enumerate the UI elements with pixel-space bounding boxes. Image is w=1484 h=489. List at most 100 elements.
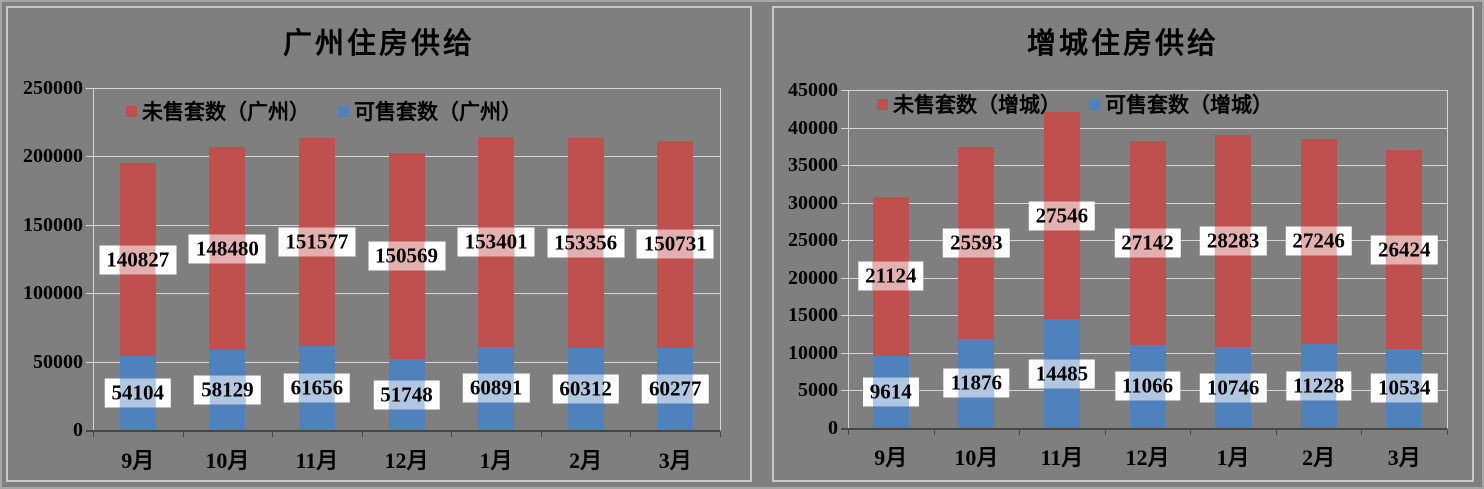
- y-axis-tick-label: 40000: [788, 117, 838, 139]
- legend-item-available[interactable]: 可售套数（增城）: [1089, 89, 1273, 119]
- legend-item-label: 可售套数（增城）: [1105, 93, 1273, 117]
- x-axis-tick: [182, 432, 184, 437]
- data-label-value: 150731: [643, 231, 707, 256]
- legend-item-available[interactable]: 可售套数（广州）: [338, 96, 522, 126]
- legend-item-label: 可售套数（广州）: [354, 100, 522, 124]
- y-axis-tick-label: 5000: [798, 379, 838, 401]
- x-axis-tick: [540, 432, 542, 437]
- gridline: [841, 128, 1447, 129]
- data-label-available: 60312: [552, 374, 619, 404]
- data-label-value: 140827: [106, 247, 170, 272]
- data-label-available: 54104: [104, 378, 172, 408]
- data-label-value: 58129: [201, 377, 254, 402]
- legend: 未售套数（增城） 可售套数（增城）: [877, 89, 1273, 119]
- data-label-tint: [1215, 373, 1252, 403]
- y-axis-tick-label: 20000: [788, 267, 838, 289]
- x-axis-category-label: 1月: [1216, 445, 1250, 470]
- y-axis-tick-label: 150000: [23, 214, 83, 236]
- data-label-value: 60312: [559, 376, 612, 401]
- data-label-value: 10746: [1206, 375, 1260, 400]
- x-axis-category-label: 11月: [1040, 445, 1084, 470]
- y-axis-tick-label: 25000: [788, 229, 838, 251]
- data-label-tint: [1386, 235, 1423, 265]
- plot-area: 0 50000 100000 150000 200000 250000 54104 14082…: [23, 77, 721, 473]
- data-label-available: 11066: [1114, 371, 1181, 401]
- data-label-value: 9614: [869, 379, 912, 404]
- data-label-value: 51748: [380, 382, 433, 407]
- legend-item-label: 未售套数（增城）: [893, 93, 1061, 117]
- legend-swatch-unsold-icon: [877, 98, 888, 110]
- data-label-value: 27142: [1121, 230, 1174, 255]
- x-axis-tick: [1019, 430, 1021, 435]
- y-axis-tick-label: 100000: [23, 282, 83, 304]
- x-axis-category-label: 11月: [295, 448, 339, 473]
- x-axis-tick: [1361, 430, 1363, 435]
- data-label-tint: [958, 228, 995, 258]
- data-label-value: 61656: [290, 375, 344, 400]
- data-label-value: 153356: [554, 230, 618, 255]
- data-label-tint: [872, 261, 909, 291]
- data-label-value: 26424: [1377, 237, 1431, 262]
- data-label-value: 11066: [1121, 373, 1174, 398]
- data-label-unsold: 153356: [547, 228, 625, 258]
- x-axis-category-label: 12月: [384, 448, 429, 473]
- x-axis-tick: [272, 432, 274, 437]
- data-label-unsold: 26424: [1370, 235, 1438, 265]
- data-label-tint: [388, 380, 425, 410]
- data-label-tint: [1129, 228, 1166, 258]
- x-axis-category-label: 12月: [1125, 445, 1170, 470]
- data-label-tint: [478, 373, 515, 403]
- data-label-available: 11876: [943, 368, 1010, 398]
- data-label-value: 28283: [1206, 228, 1260, 253]
- data-label-available: 10534: [1370, 373, 1438, 403]
- data-label-tint: [1300, 371, 1337, 401]
- data-label-value: 11228: [1292, 373, 1345, 398]
- data-label-tint: [388, 241, 425, 271]
- x-axis-category-label: 2月: [1302, 445, 1336, 470]
- data-label-unsold: 25593: [943, 228, 1010, 258]
- y-axis-tick-label: 35000: [788, 154, 838, 176]
- data-label-tint: [1300, 226, 1337, 256]
- data-label-value: 11876: [950, 370, 1003, 395]
- y-axis-tick-label: 10000: [788, 342, 838, 364]
- legend-item-unsold[interactable]: 未售套数（广州）: [126, 96, 310, 126]
- data-label-value: 150569: [375, 243, 438, 268]
- x-axis-tick: [1190, 430, 1192, 435]
- data-label-available: 60277: [641, 374, 709, 404]
- data-label-available: 14485: [1028, 359, 1096, 389]
- x-axis-line: [841, 428, 1447, 430]
- x-axis-line: [86, 430, 720, 432]
- data-label-tint: [657, 374, 694, 404]
- data-label-available: 11228: [1285, 371, 1352, 401]
- legend-item-unsold[interactable]: 未售套数（增城）: [877, 89, 1061, 119]
- plot-left-border: [848, 90, 849, 428]
- data-label-available: 58129: [194, 375, 261, 405]
- data-label-tint: [567, 228, 604, 258]
- data-label-tint: [657, 229, 694, 259]
- data-label-tint: [209, 375, 246, 405]
- y-axis-tick-label: 0: [828, 417, 838, 439]
- x-axis-tick: [720, 432, 721, 437]
- x-axis-category-label: 3月: [1387, 445, 1421, 470]
- data-label-unsold: 27246: [1285, 226, 1352, 256]
- legend-item-label: 未售套数（广州）: [142, 100, 310, 124]
- data-label-tint: [119, 245, 156, 275]
- y-axis-tick-label: 50000: [33, 351, 83, 373]
- chart-panel-zengcheng[interactable]: 增城住房供给 0 5000 10000 15000 20000 25000 30000 350…: [772, 6, 1474, 482]
- chart-panel-guangzhou[interactable]: 广州住房供给 0 50000 100000 150000 200000 250000 541…: [6, 6, 752, 482]
- data-label-value: 54104: [111, 380, 165, 405]
- x-axis-tick: [1447, 430, 1448, 435]
- legend: 未售套数（广州） 可售套数（广州）: [126, 96, 522, 126]
- legend-swatch-unsold-icon: [126, 105, 137, 117]
- chart-title-zengcheng: 增城住房供给: [1026, 28, 1219, 60]
- x-axis-category-label: 10月: [205, 448, 250, 473]
- data-label-tint: [567, 374, 604, 404]
- data-label-available: 10746: [1199, 373, 1267, 403]
- data-label-unsold: 21124: [858, 261, 924, 291]
- data-label-unsold: 151577: [278, 227, 356, 257]
- data-label-tint: [478, 227, 515, 257]
- data-label-tint: [1043, 201, 1080, 231]
- data-label-tint: [209, 234, 246, 264]
- data-label-unsold: 140827: [99, 245, 177, 275]
